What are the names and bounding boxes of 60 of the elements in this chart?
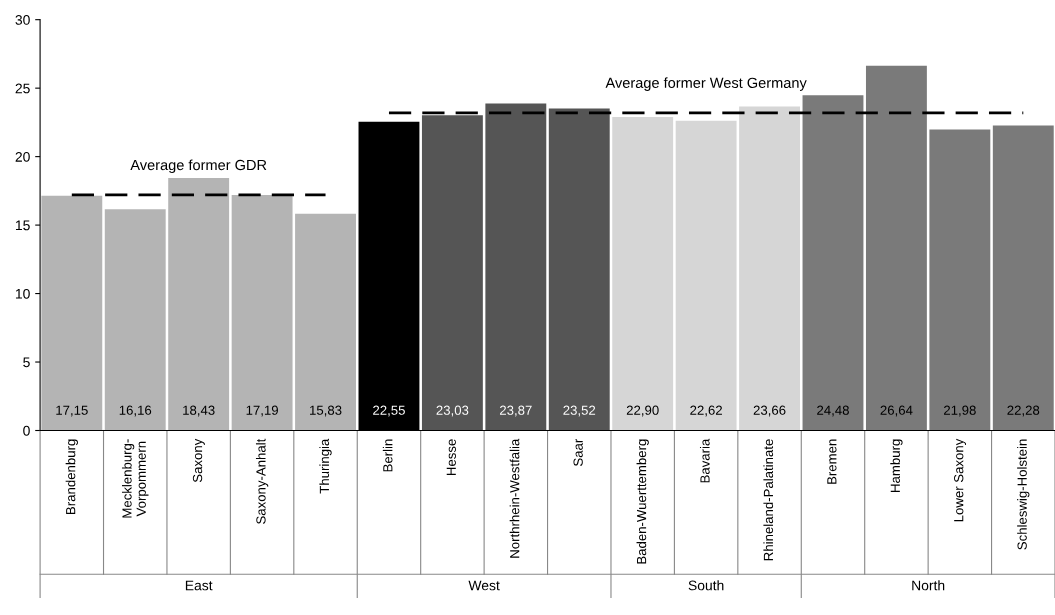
x-tick-label: Hamburg bbox=[890, 439, 903, 492]
data-label: 23,87 bbox=[499, 405, 532, 417]
data-label: 22,62 bbox=[690, 405, 722, 417]
bar bbox=[41, 195, 103, 431]
x-tick-label: Thuringia bbox=[319, 438, 332, 494]
x-tick-label: Lower Saxony bbox=[954, 438, 966, 522]
bar bbox=[485, 103, 547, 431]
text: West bbox=[468, 580, 500, 591]
data-label: 23,03 bbox=[436, 405, 469, 417]
data-label: 23,66 bbox=[753, 405, 786, 417]
data-label: 22,28 bbox=[1007, 405, 1040, 417]
y-tick-label: 0 bbox=[23, 425, 30, 436]
data-label: 16,16 bbox=[119, 405, 152, 417]
data-label: 18,43 bbox=[183, 405, 215, 417]
x-tick-label: Saar bbox=[573, 438, 583, 466]
x-tick-label: Northrhein-Westfalia bbox=[509, 438, 520, 558]
x-tick-label: Baden-Wuerttemberg bbox=[636, 439, 649, 564]
data-label: 24,48 bbox=[817, 405, 849, 417]
x-tick-label: Rhineland-Palatinate bbox=[763, 439, 774, 561]
x-tick-label: Saxony-Anhalt bbox=[255, 438, 269, 524]
bar bbox=[295, 213, 356, 431]
data-label: 17,19 bbox=[246, 405, 278, 417]
y-tick-label: 15 bbox=[15, 220, 30, 231]
bar bbox=[548, 108, 610, 431]
x-tick-label: Saxony bbox=[192, 438, 205, 483]
bar bbox=[612, 116, 674, 431]
y-tick-label: 10 bbox=[15, 288, 30, 299]
bar bbox=[992, 125, 1054, 431]
x-tick-label: Hesse bbox=[446, 439, 456, 476]
y-tick-label: 5 bbox=[23, 357, 30, 368]
bar bbox=[168, 178, 230, 431]
x-tick-label: Schleswig-Holstein bbox=[1017, 439, 1030, 550]
bar bbox=[231, 195, 293, 431]
bar bbox=[802, 95, 864, 431]
series-label: Average former GDR bbox=[130, 159, 267, 174]
y-tick-label: 25 bbox=[15, 83, 30, 94]
bar bbox=[104, 209, 166, 431]
data-label: 22,90 bbox=[626, 405, 659, 417]
data-label: 17,15 bbox=[56, 405, 88, 417]
x-tick-label: Mecklenburg- Vorpommern bbox=[121, 439, 149, 518]
y-tick-label: 30 bbox=[15, 15, 30, 25]
data-label: 26,64 bbox=[880, 405, 913, 417]
y-tick-label: 20 bbox=[15, 151, 30, 162]
text: East bbox=[185, 580, 213, 591]
x-tick-label: Brandenburg bbox=[65, 439, 78, 514]
bar bbox=[865, 65, 927, 431]
text: South bbox=[688, 580, 724, 591]
text: North bbox=[912, 580, 945, 591]
bar bbox=[929, 129, 991, 431]
bar bbox=[421, 115, 483, 431]
data-label: 21,98 bbox=[944, 405, 976, 417]
data-label: 15,83 bbox=[310, 405, 342, 417]
data-label: 23,52 bbox=[563, 405, 596, 417]
data-label: 22,55 bbox=[373, 405, 405, 417]
series-label: Average former West Germany bbox=[605, 77, 807, 91]
x-tick-label: Berlin bbox=[382, 439, 393, 472]
x-tick-label: Bavaria bbox=[699, 438, 710, 483]
x-tick-label: Bremen bbox=[827, 439, 837, 484]
bar bbox=[739, 106, 800, 431]
bar bbox=[675, 120, 737, 431]
